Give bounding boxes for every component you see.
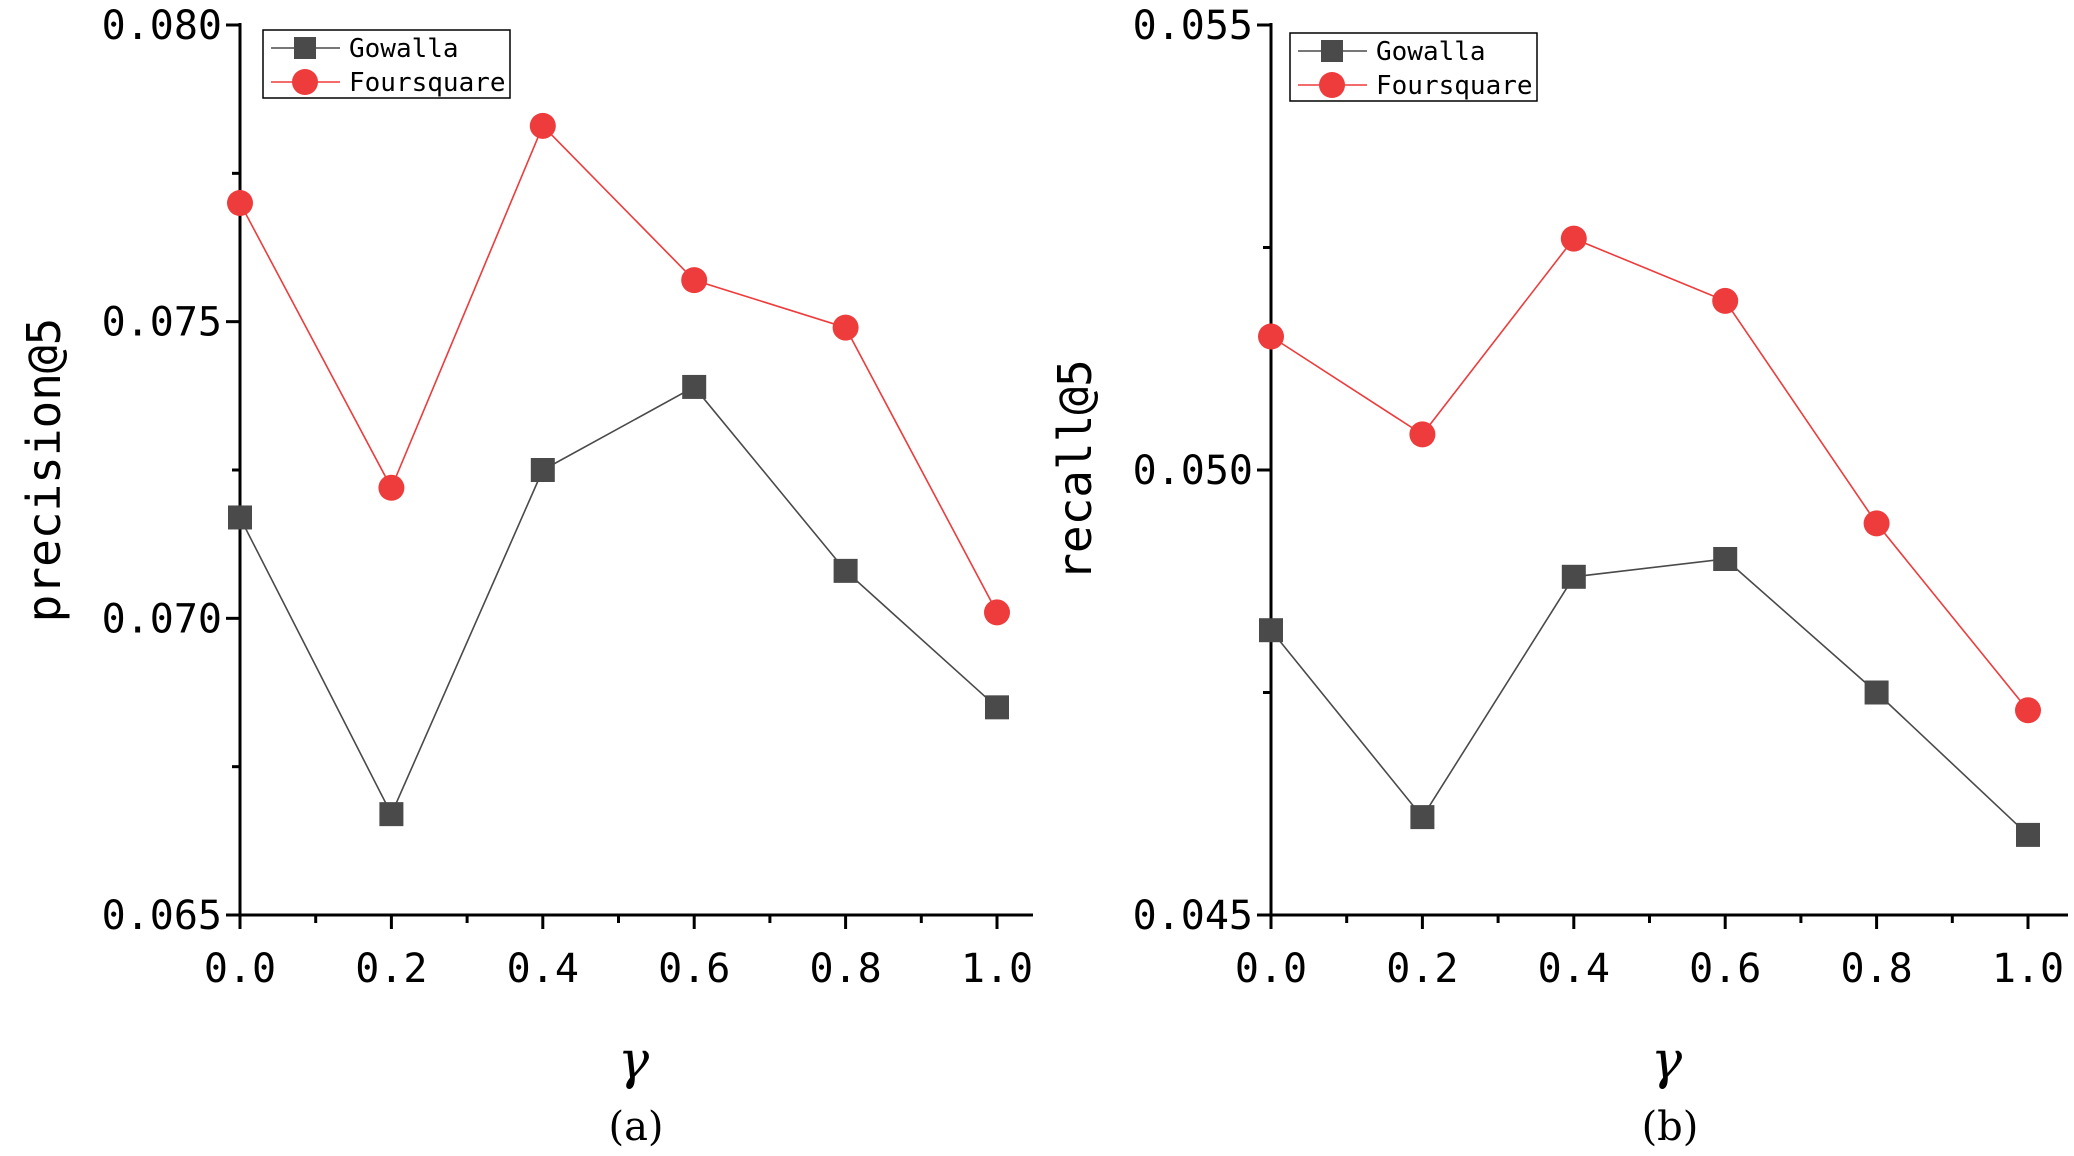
series-line-gowalla [239, 385, 998, 816]
legend-label: Gowalla [349, 34, 459, 64]
legend-marker [294, 37, 316, 59]
data-point-gowalla [379, 802, 404, 827]
series-line-foursquare [1270, 237, 2029, 711]
data-point-foursquare [378, 474, 405, 501]
data-point-gowalla [682, 374, 707, 399]
panel-caption: (a) [608, 1104, 663, 1150]
data-point-gowalla [530, 458, 555, 482]
data-point-foursquare [832, 314, 859, 341]
x-tick-label: 0.8 [809, 946, 881, 992]
data-point-foursquare [1712, 287, 1739, 314]
data-point-gowalla [1410, 805, 1435, 830]
x-axis-label: γ [1651, 1031, 1683, 1091]
data-point-foursquare [984, 599, 1010, 626]
x-axis-label: γ [618, 1031, 650, 1091]
data-point-foursquare [2015, 697, 2041, 724]
y-axis-label: precision@5 [17, 318, 71, 623]
x-tick-label: 1.0 [961, 946, 1033, 992]
data-point-foursquare [529, 112, 556, 139]
y-tick-label: 0.050 [1133, 448, 1253, 494]
y-tick-label: 0.080 [102, 3, 222, 49]
y-tick-label: 0.045 [1133, 893, 1253, 939]
x-tick-label: 0.4 [1538, 946, 1610, 992]
panel-a: 0.065 0.070 0.075 0.080 0.0 0.2 0.4 0.6 0.8 1.0 pr… [17, 3, 1033, 1150]
legend-label: Foursquare [349, 68, 506, 98]
data-point-foursquare [1560, 225, 1587, 252]
data-point-gowalla [2016, 822, 2040, 847]
data-point-gowalla [833, 558, 858, 583]
data-point-gowalla [1713, 547, 1738, 571]
data-point-foursquare [1863, 510, 1890, 537]
data-point-foursquare [1409, 421, 1436, 448]
series-line-gowalla [1270, 558, 2029, 836]
x-tick-label: 0.6 [1689, 946, 1761, 992]
y-tick-label: 0.065 [102, 893, 222, 939]
legend: Gowalla Foursquare [262, 29, 511, 99]
y-tick-label: 0.075 [102, 300, 222, 346]
x-tick-label: 0.2 [355, 946, 427, 992]
data-point-foursquare [227, 190, 253, 216]
panel-caption: (b) [1642, 1104, 1699, 1150]
legend-label: Gowalla [1376, 37, 1486, 67]
data-point-gowalla [985, 695, 1009, 720]
x-tick-label: 0.6 [658, 946, 730, 992]
y-axis-label: recall@5 [1048, 359, 1102, 581]
x-tick-label: 0.0 [204, 946, 276, 992]
series-line-foursquare [239, 124, 998, 613]
y-tick-label: 0.070 [102, 596, 222, 642]
x-tick-label: 1.0 [1992, 946, 2064, 992]
legend-label: Foursquare [1376, 71, 1533, 101]
x-tick-label: 0.2 [1386, 946, 1458, 992]
data-point-foursquare [1258, 323, 1284, 350]
data-point-gowalla [1259, 618, 1283, 643]
data-point-gowalla [228, 505, 252, 530]
y-tick-label: 0.055 [1133, 3, 1253, 49]
x-tick-label: 0.4 [507, 946, 579, 992]
legend-marker [292, 69, 318, 95]
data-point-foursquare [681, 267, 708, 294]
x-tick-label: 0.8 [1840, 946, 1912, 992]
panel-b: 0.045 0.050 0.055 0.0 0.2 0.4 0.6 0.8 1.0 recall@… [1048, 3, 2068, 1150]
x-tick-label: 0.0 [1235, 946, 1307, 992]
data-point-gowalla [1561, 564, 1586, 589]
legend-marker [1321, 40, 1343, 62]
legend-marker [1319, 72, 1345, 98]
legend: Gowalla Foursquare [1289, 32, 1538, 102]
data-point-gowalla [1864, 680, 1889, 705]
